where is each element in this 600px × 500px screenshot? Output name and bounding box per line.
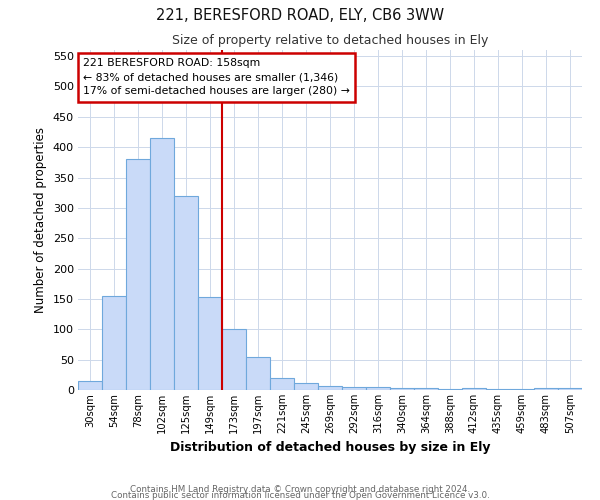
Bar [366,387,390,390]
Bar [246,356,270,390]
Bar [462,388,486,390]
Text: Contains HM Land Registry data © Crown copyright and database right 2024.: Contains HM Land Registry data © Crown c… [130,484,470,494]
Bar [414,388,438,390]
Bar [510,389,534,390]
Bar [198,297,222,390]
Bar [150,138,174,390]
Bar [222,330,246,390]
X-axis label: Distribution of detached houses by size in Ely: Distribution of detached houses by size … [170,442,490,454]
Bar [318,386,342,390]
Bar [342,387,366,390]
Bar [486,389,510,390]
Title: Size of property relative to detached houses in Ely: Size of property relative to detached ho… [172,34,488,48]
Bar [102,296,126,390]
Text: 221, BERESFORD ROAD, ELY, CB6 3WW: 221, BERESFORD ROAD, ELY, CB6 3WW [156,8,444,22]
Bar [390,388,414,390]
Bar [438,389,462,390]
Bar [558,388,582,390]
Bar [534,388,558,390]
Bar [294,382,318,390]
Bar [126,160,150,390]
Bar [174,196,198,390]
Bar [270,378,294,390]
Y-axis label: Number of detached properties: Number of detached properties [34,127,47,313]
Bar [78,381,102,390]
Text: 221 BERESFORD ROAD: 158sqm
← 83% of detached houses are smaller (1,346)
17% of s: 221 BERESFORD ROAD: 158sqm ← 83% of deta… [83,58,350,96]
Text: Contains public sector information licensed under the Open Government Licence v3: Contains public sector information licen… [110,490,490,500]
